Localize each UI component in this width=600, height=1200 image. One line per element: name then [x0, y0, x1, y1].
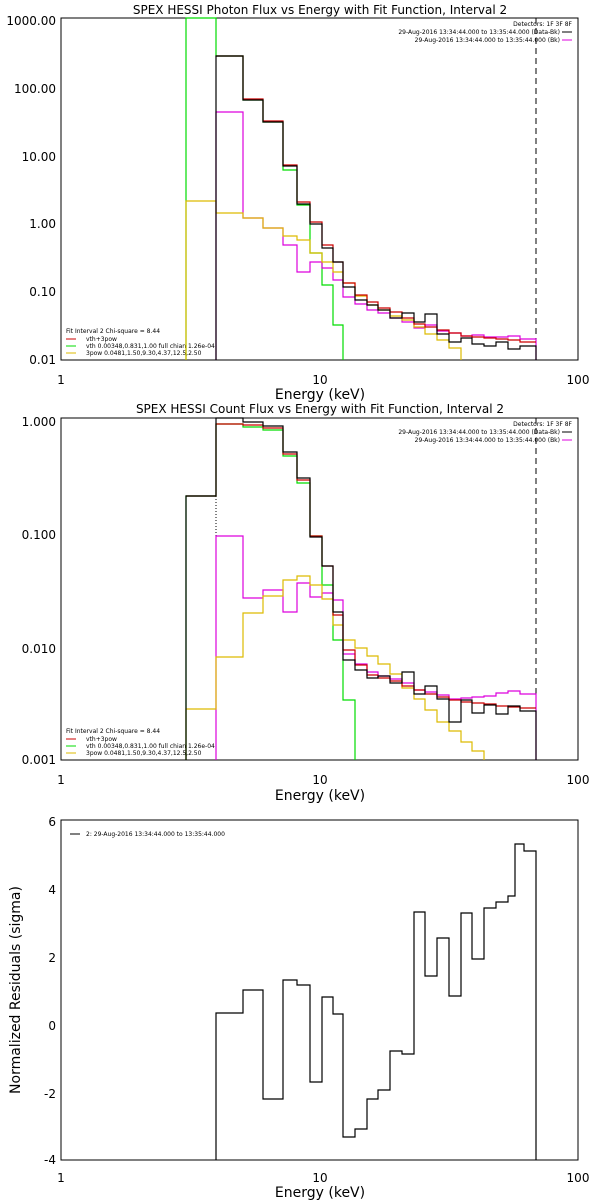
panel2-frame: [60, 417, 579, 761]
panel3-ytick-4: 4: [48, 883, 56, 897]
panel1-series-magenta: [215, 111, 537, 360]
panel2-fit-line-1: Fit Interval 2 Chi-square = 8.44: [66, 728, 160, 735]
panel1-fit-line-1: Fit Interval 2 Chi-square = 8.44: [66, 328, 160, 335]
panel1-fit-line-2: vth+3pow: [86, 336, 117, 343]
panel1-xlabel: Energy (keV): [275, 387, 365, 403]
panel1-ytick-100: 100.00: [14, 82, 56, 96]
panel-count-flux: SPEX HESSI Count Flux vs Energy with Fit…: [22, 402, 590, 804]
panel2-ytick-0001: 0.001: [22, 753, 56, 767]
panel-photon-flux: SPEX HESSI Photon Flux vs Energy with Fi…: [6, 3, 589, 403]
panel1-time-label-1: 29-Aug-2016 13:34:44.000 to 13:35:44.000…: [398, 29, 560, 36]
panel2-series-red: [186, 423, 536, 709]
panel3-legend: 2: 29-Aug-2016 13:34:44.000 to 13:35:44.…: [86, 831, 225, 838]
panel2-xtick-10: 10: [312, 773, 327, 787]
panel1-xtick-100: 100: [567, 373, 590, 387]
panel3-ytick-6: 6: [48, 815, 56, 829]
panel1-ytick-01: 0.10: [29, 285, 56, 299]
panel2-detectors: Detectors: 1F 3F 8F: [513, 421, 572, 428]
panel2-time-label-2: 29-Aug-2016 13:34:44.000 to 13:35:44.000…: [415, 437, 560, 444]
panel1-xtick-1: 1: [57, 373, 65, 387]
panel3-ytick--2: -2: [44, 1087, 56, 1101]
panel3-xtick-100: 100: [567, 1171, 590, 1185]
panel2-xtick-1: 1: [57, 773, 65, 787]
panel2-fit-line-3: vth 0.00348,0.831,1.00 full chian 1.26e-…: [86, 743, 215, 750]
panel1-time-label-2: 29-Aug-2016 13:34:44.000 to 13:35:44.000…: [415, 37, 560, 44]
panel2-ytick-1: 1.000: [22, 415, 56, 429]
panel3-ytick-2: 2: [48, 951, 56, 965]
panel2-fit-line-4: 3pow 0.0481,1.50,9.30,4.37,12.5,2.50: [86, 750, 202, 757]
panel2-ytick-001: 0.010: [22, 642, 56, 656]
panel3-xtick-10: 10: [312, 1171, 327, 1185]
panel1-ytick-1000: 1000.00: [6, 14, 56, 28]
panel3-ytick--4: -4: [44, 1153, 56, 1167]
panel3-xlabel: Energy (keV): [275, 1185, 365, 1200]
panel-residuals: 6 4 2 0 -2 -4 Normalized Residuals (sigm…: [8, 815, 589, 1200]
panel1-frame: [60, 17, 579, 361]
panel1-series-red: [216, 55, 536, 343]
panel2-xtick-100: 100: [567, 773, 590, 787]
panel1-ytick-10: 10.00: [22, 150, 56, 164]
panel2-title: SPEX HESSI Count Flux vs Energy with Fit…: [136, 402, 504, 416]
panel2-series-black: [185, 417, 537, 760]
panel2-series-magenta: [215, 535, 537, 760]
panel1-fit-line-4: 3pow 0.0481,1.50,9.30,4.37,12.5,2.50: [86, 350, 202, 357]
panel3-xtick-1: 1: [57, 1171, 65, 1185]
panel2-ytick-01: 0.100: [22, 528, 56, 542]
panel3-residual-line: [215, 843, 537, 1160]
panel2-time-label-1: 29-Aug-2016 13:34:44.000 to 13:35:44.000…: [398, 429, 560, 436]
panel1-series-green: [185, 17, 344, 360]
panel1-detectors: Detectors: 1F 3F 8F: [513, 21, 572, 28]
panel3-frame: [60, 819, 579, 1161]
panel3-ytick-0: 0: [48, 1019, 56, 1033]
panel3-ylabel: Normalized Residuals (sigma): [8, 886, 24, 1094]
panel1-fit-line-3: vth 0.00348,0.831,1.00 full chian 1.26e-…: [86, 343, 215, 350]
panel1-title: SPEX HESSI Photon Flux vs Energy with Fi…: [133, 3, 507, 17]
panel1-xtick-10: 10: [312, 373, 327, 387]
panel1-ytick-1: 1.00: [29, 217, 56, 231]
panel2-fit-line-2: vth+3pow: [86, 736, 117, 743]
panel2-xlabel: Energy (keV): [275, 788, 365, 804]
panel1-series-black: [215, 55, 537, 360]
panel2-series-yellow: [185, 575, 485, 760]
panel1-series-yellow: [185, 200, 462, 360]
panel1-ytick-001: 0.01: [29, 353, 56, 367]
